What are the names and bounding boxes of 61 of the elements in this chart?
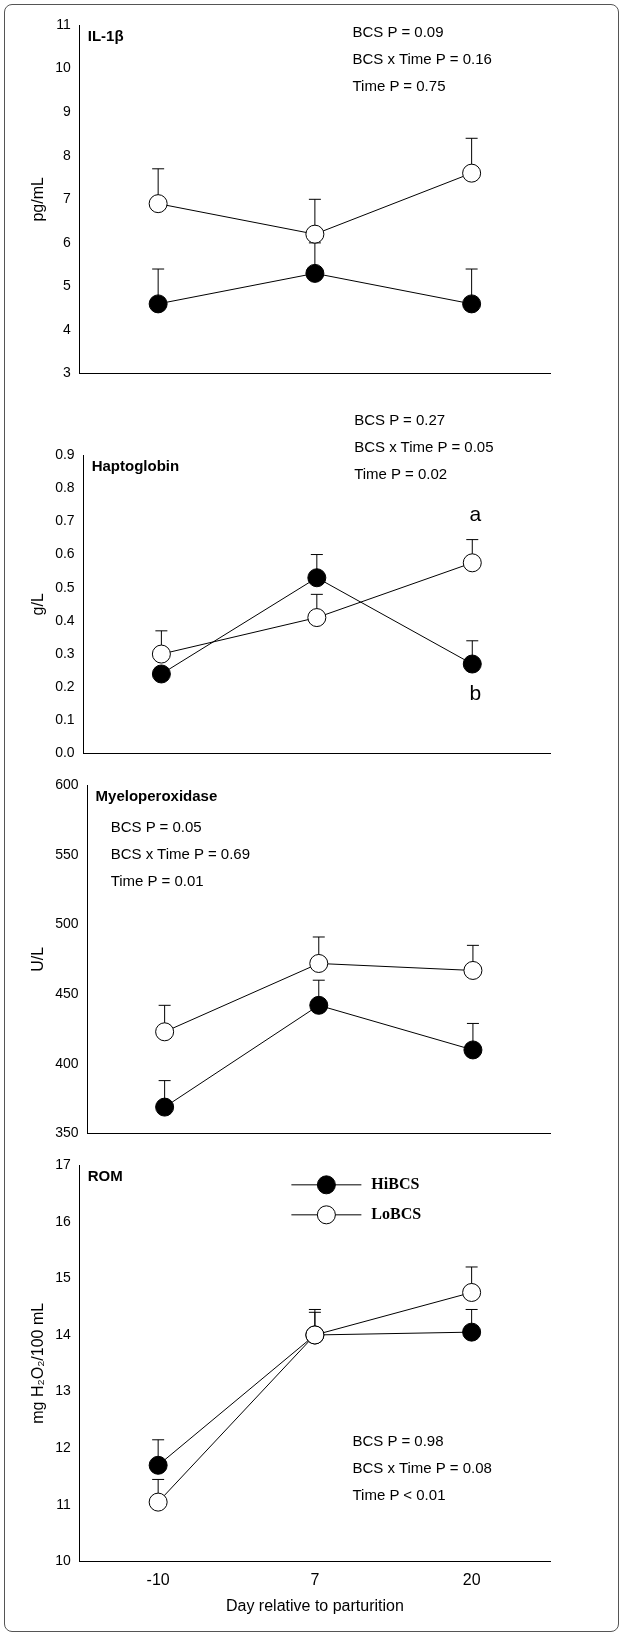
y-axis-title: pg/mL (29, 176, 47, 222)
x-tick-label: 20 (462, 1570, 481, 1588)
annotation: Time P = 0.01 (110, 871, 204, 889)
chart-title: ROM (87, 1166, 123, 1184)
y-tick-label: 600 (55, 775, 79, 792)
y-tick-label: 5 (62, 277, 71, 294)
y-tick-label: 16 (55, 1212, 71, 1229)
y-tick-label: 0.2 (55, 678, 75, 695)
text: BCS P = 0.27 (354, 410, 446, 428)
annotation: BCS P = 0.05 (110, 817, 202, 835)
text: BCS x Time P = 0.05 (354, 437, 494, 455)
y-tick-label: 17 (55, 1155, 71, 1172)
annotation: BCS x Time P = 0.69 (110, 844, 251, 862)
y-tick-label: 0.0 (55, 744, 75, 761)
annotation: BCS P = 0.98 (352, 1432, 444, 1450)
y-tick-label: 0.9 (55, 445, 75, 462)
chart-title: IL-1β (87, 26, 124, 44)
y-tick-label: 0.8 (55, 479, 75, 496)
y-axis-title: g/L (29, 593, 47, 616)
y-tick-label: 15 (55, 1269, 71, 1286)
annotation: Time P < 0.01 (352, 1486, 446, 1504)
y-tick-label: 450 (55, 985, 79, 1002)
legend-label: LoBCS (371, 1204, 422, 1222)
annotation: Time P = 0.02 (354, 464, 448, 482)
annotation: a (469, 501, 482, 525)
y-tick-label: 10 (55, 1552, 71, 1569)
y-tick-label: 13 (55, 1382, 71, 1399)
y-tick-label: 7 (62, 190, 71, 207)
y-tick-label: 9 (62, 103, 71, 120)
y-tick-label: 3 (62, 364, 71, 381)
y-axis-title: mg H₂O₂/100 mL (29, 1302, 47, 1424)
y-tick-label: 0.7 (55, 512, 75, 529)
y-axis-title: U/L (29, 946, 47, 972)
x-tick-label: -10 (146, 1570, 170, 1588)
y-tick-label: 0.4 (55, 611, 75, 628)
chart-title: Haptoglobin (91, 456, 180, 474)
y-tick-label: 550 (55, 845, 79, 862)
y-tick-label: 0.6 (55, 545, 75, 562)
chart-title: Myeloperoxidase (95, 786, 218, 804)
x-tick-label: 7 (310, 1570, 320, 1588)
y-tick-label: 350 (55, 1124, 79, 1141)
y-tick-label: 4 (62, 320, 71, 337)
y-tick-label: 400 (55, 1054, 79, 1071)
annotation: BCS x Time P = 0.16 (352, 49, 492, 67)
y-tick-label: 10 (55, 59, 71, 76)
y-tick-label: 500 (55, 915, 79, 932)
y-tick-label: 0.3 (55, 644, 75, 661)
annotation: BCS P = 0.09 (352, 22, 444, 40)
y-tick-label: 0.5 (55, 578, 75, 595)
legend-label: HiBCS (371, 1174, 420, 1192)
y-tick-label: 14 (55, 1325, 71, 1342)
annotation: b (469, 680, 482, 704)
y-tick-label: 0.1 (55, 711, 75, 728)
y-tick-label: 11 (56, 15, 71, 32)
annotation: Time P = 0.75 (352, 76, 446, 94)
annotation: BCS x Time P = 0.08 (352, 1459, 492, 1477)
y-tick-label: 11 (56, 1495, 71, 1512)
x-axis-title: Day relative to parturition (225, 1596, 404, 1614)
y-tick-label: 6 (62, 233, 71, 250)
y-tick-label: 12 (55, 1439, 71, 1456)
y-tick-label: 8 (62, 146, 71, 163)
